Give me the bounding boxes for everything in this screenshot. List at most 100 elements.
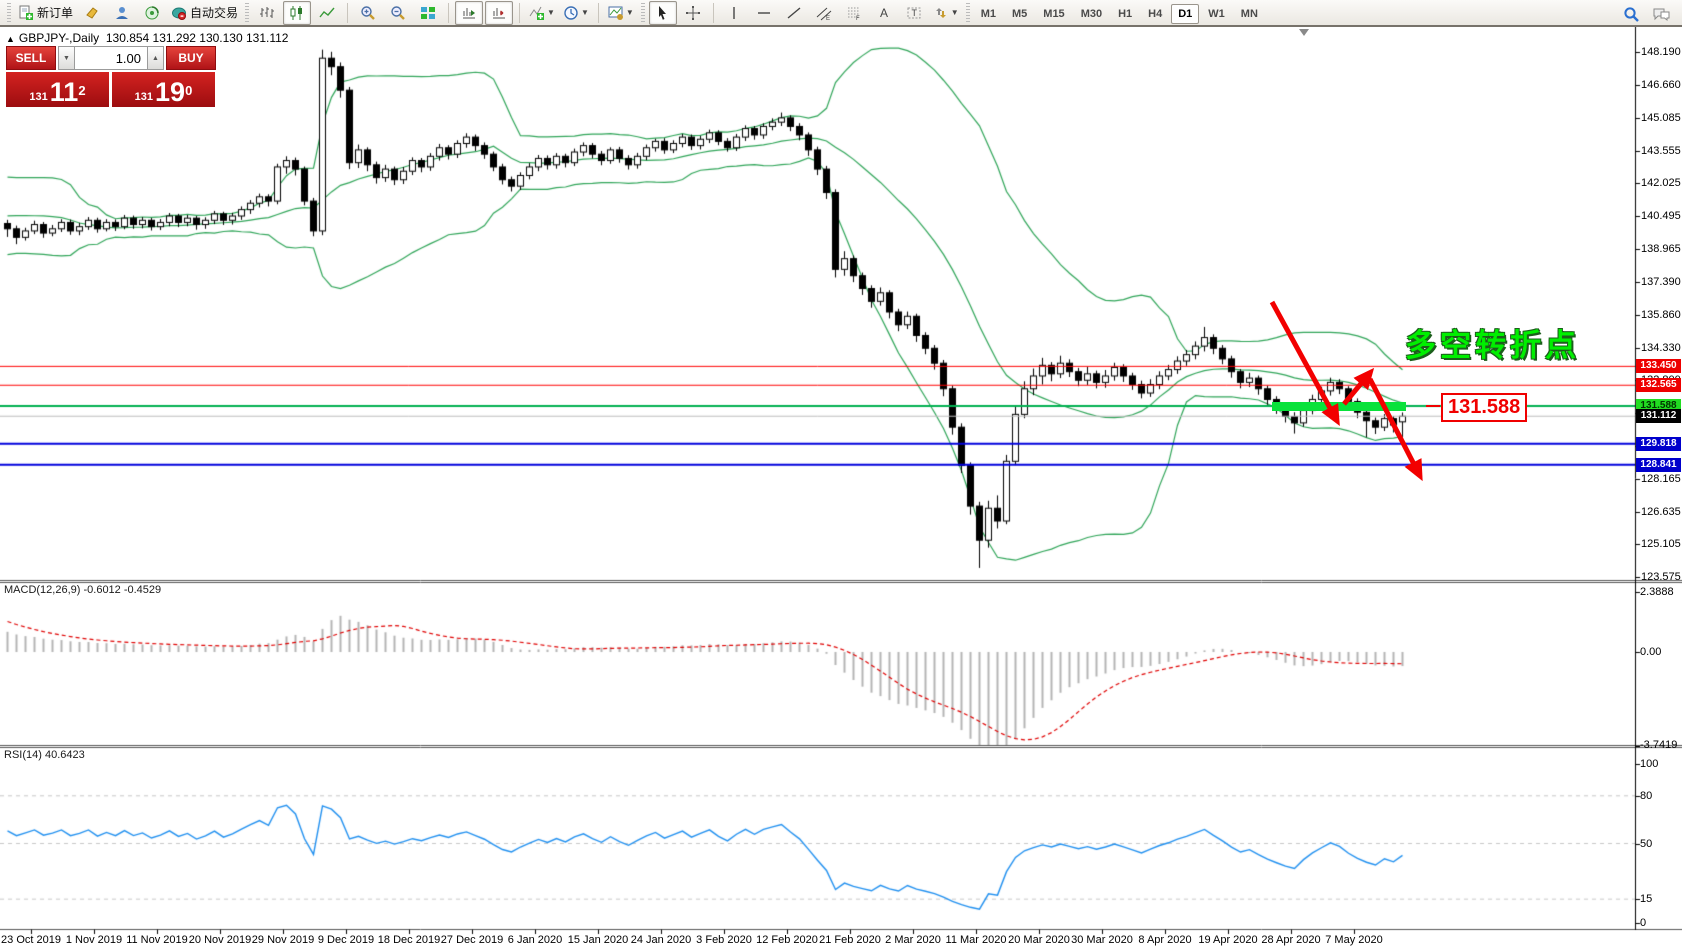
price-axis-label: 128.165: [1641, 473, 1681, 486]
date-axis-label[interactable]: 9 Dec 2019: [317, 934, 375, 946]
sell-price-box[interactable]: 131 11 2: [6, 72, 109, 107]
date-axis-label[interactable]: 20 Nov 2019: [188, 934, 252, 946]
price-axis-label: 142.025: [1641, 177, 1681, 190]
timeframe-M5[interactable]: M5: [1012, 7, 1028, 20]
sell-price-prefix: 131: [29, 91, 48, 103]
price-callout-label[interactable]: 131.588: [1441, 393, 1528, 422]
timeframe-bar: M1 M5 M15 M30 H1 H4 D1 W1 MN: [973, 3, 1266, 24]
date-axis-label[interactable]: 27 Dec 2019: [440, 934, 504, 946]
timeframe-H4[interactable]: H4: [1148, 7, 1163, 20]
main-chart-canvas[interactable]: [0, 27, 1682, 950]
buy-price-big: 19: [155, 77, 186, 107]
fibonacci-button[interactable]: F: [840, 1, 868, 25]
date-axis-label[interactable]: 15 Jan 2020: [567, 934, 629, 946]
label-button[interactable]: T: [900, 1, 928, 25]
macd-values: -0.6012 -0.4529: [83, 584, 162, 596]
channel-icon: E: [816, 5, 832, 21]
ohlc-readout: 130.854 131.292 130.130 131.112: [105, 31, 289, 45]
date-axis-label[interactable]: 6 Jan 2020: [507, 934, 563, 946]
buy-price-sup: 0: [185, 83, 193, 98]
indicators-button[interactable]: ▼: [526, 1, 558, 25]
timeframe-M15[interactable]: M15: [1043, 7, 1065, 20]
search-button[interactable]: [1617, 2, 1645, 26]
new-order-icon: [18, 5, 34, 21]
templates-button[interactable]: ▼: [605, 1, 637, 25]
channel-button[interactable]: E: [810, 1, 838, 25]
date-axis-label[interactable]: 29 Nov 2019: [251, 934, 315, 946]
auto-trading-label: 自动交易: [190, 6, 239, 20]
chevron-down-icon: ▼: [625, 8, 634, 17]
date-axis-label[interactable]: 2 Mar 2020: [885, 934, 941, 946]
signals-button[interactable]: [138, 1, 166, 25]
new-order-button[interactable]: 新订单: [15, 1, 76, 25]
bar-chart-button[interactable]: [253, 1, 281, 25]
zoom-in-button[interactable]: [354, 1, 382, 25]
horizontal-line-icon: [756, 5, 772, 21]
date-axis-label[interactable]: 8 Apr 2020: [1138, 934, 1192, 946]
date-axis-label[interactable]: 11 Mar 2020: [945, 934, 1007, 946]
price-axis-label: 135.860: [1641, 308, 1681, 321]
date-axis-label[interactable]: 12 Feb 2020: [756, 934, 818, 946]
toolbar-grip: [7, 2, 11, 23]
candlestick-button[interactable]: [283, 0, 312, 25]
funds-button[interactable]: [78, 1, 106, 25]
price-axis-label: 140.495: [1641, 210, 1681, 223]
crosshair-button[interactable]: [679, 1, 707, 25]
timeframe-MN[interactable]: MN: [1240, 7, 1258, 20]
price-axis-label: 125.105: [1641, 538, 1681, 551]
toolbar-grip: [245, 2, 250, 23]
timeframe-M1[interactable]: M1: [980, 7, 996, 20]
svg-text:E: E: [826, 16, 830, 21]
date-axis-label[interactable]: 1 Nov 2019: [65, 934, 123, 946]
date-axis-label[interactable]: 7 May 2020: [1325, 934, 1383, 946]
chat-button[interactable]: [1647, 2, 1675, 26]
line-chart-icon: [319, 5, 335, 21]
horizontal-line-button[interactable]: [750, 1, 778, 25]
date-axis-label[interactable]: 28 Apr 2020: [1261, 934, 1321, 946]
date-axis-label[interactable]: 24 Jan 2020: [630, 934, 692, 946]
chart-shift-marker[interactable]: [1299, 29, 1309, 36]
tile-windows-button[interactable]: [414, 1, 442, 25]
text-button[interactable]: A: [870, 1, 898, 25]
periods-button[interactable]: ▼: [560, 1, 592, 25]
date-axis-label[interactable]: 20 Mar 2020: [1008, 934, 1070, 946]
date-axis-label[interactable]: 18 Dec 2019: [377, 934, 441, 946]
timeframe-W1[interactable]: W1: [1208, 7, 1225, 20]
sell-button[interactable]: SELL: [6, 46, 56, 70]
shapes-button[interactable]: ▼: [930, 1, 962, 25]
buy-button[interactable]: BUY: [166, 46, 216, 70]
timeframe-M30[interactable]: M30: [1080, 7, 1103, 20]
chart-shift-button[interactable]: [485, 0, 514, 25]
one-click-trading-panel: SELL ▼ ▲ BUY 131 11 2 131 19 0: [6, 46, 218, 107]
date-axis-label[interactable]: 23 Oct 2019: [1, 934, 61, 946]
price-badge: 133.450: [1636, 359, 1681, 374]
volume-decrease-button[interactable]: ▼: [58, 46, 75, 70]
date-axis-label[interactable]: 30 Mar 2020: [1071, 934, 1133, 946]
line-chart-button[interactable]: [313, 1, 341, 25]
separator: [347, 2, 349, 23]
date-axis-label[interactable]: 19 Apr 2020: [1198, 934, 1258, 946]
date-axis-label[interactable]: 11 Nov 2019: [126, 934, 188, 946]
turning-point-annotation[interactable]: 多空转折点: [1405, 328, 1580, 363]
date-axis-label[interactable]: 21 Feb 2020: [819, 934, 881, 946]
cursor-button[interactable]: [648, 0, 677, 25]
buy-price-box[interactable]: 131 19 0: [112, 72, 215, 107]
volume-increase-button[interactable]: ▲: [147, 46, 164, 70]
vertical-line-button[interactable]: [720, 1, 748, 25]
date-axis-label[interactable]: 3 Feb 2020: [696, 934, 752, 946]
svg-text:T: T: [911, 8, 917, 18]
toolbar-grip: [640, 2, 645, 23]
profile-button[interactable]: [108, 1, 136, 25]
zoom-out-button[interactable]: [384, 1, 412, 25]
trendline-button[interactable]: [780, 1, 808, 25]
templates-icon: [608, 5, 624, 21]
timeframe-D1[interactable]: D1: [1171, 3, 1200, 24]
auto-scroll-button[interactable]: [455, 0, 484, 25]
buy-price-prefix: 131: [134, 91, 154, 103]
funds-icon: [84, 5, 100, 21]
collapse-toggle-icon[interactable]: ▲: [6, 34, 15, 44]
volume-input[interactable]: [75, 46, 147, 70]
auto-trading-button[interactable]: 自动交易: [168, 1, 241, 25]
rsi-name: RSI(14): [4, 749, 42, 761]
timeframe-H1[interactable]: H1: [1118, 7, 1133, 20]
